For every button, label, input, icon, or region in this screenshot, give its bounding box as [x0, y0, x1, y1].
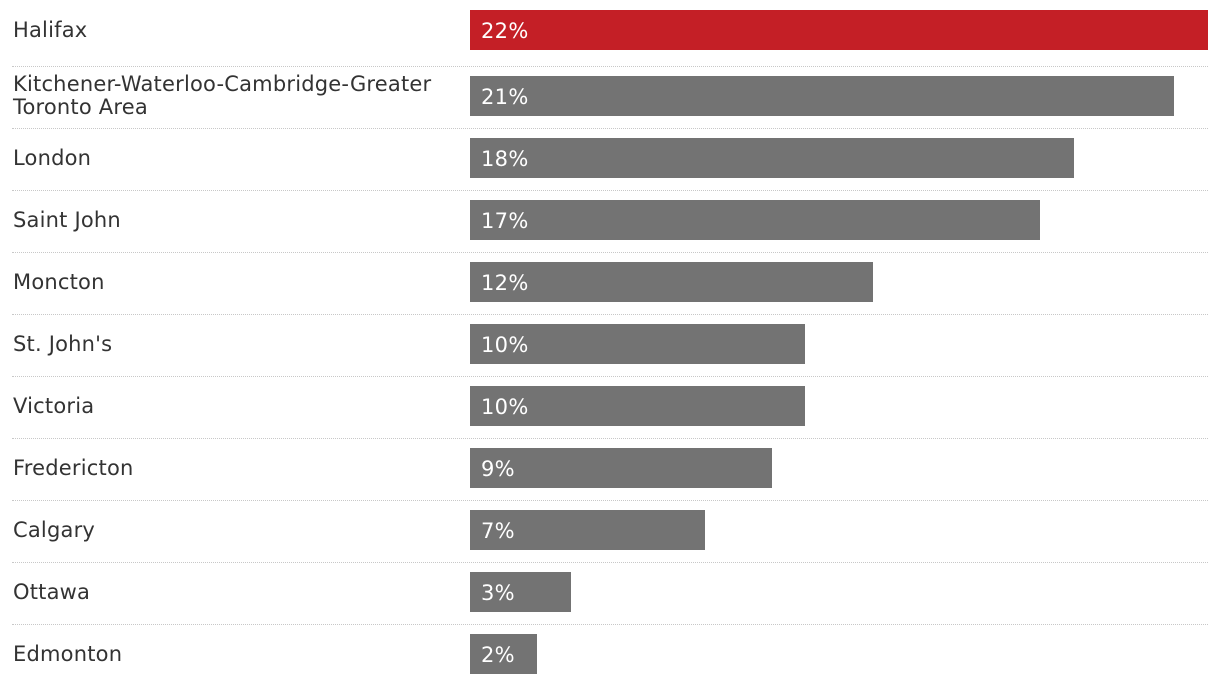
- bar-value-label: 10%: [481, 395, 529, 419]
- category-label: Fredericton: [13, 444, 463, 492]
- category-label-text: Moncton: [13, 269, 105, 294]
- category-label-text: Edmonton: [13, 641, 123, 666]
- category-label-text: London: [13, 145, 92, 170]
- bar-value-label: 12%: [481, 271, 529, 295]
- category-label: Halifax: [13, 6, 463, 54]
- row-divider: [12, 128, 1208, 129]
- bar: 10%: [470, 386, 805, 426]
- bar-value-label: 2%: [481, 643, 515, 667]
- category-label: St. John's: [13, 320, 463, 368]
- row-divider: [12, 314, 1208, 315]
- category-label: Saint John: [13, 196, 463, 244]
- row-divider: [12, 438, 1208, 439]
- category-label: Calgary: [13, 506, 463, 554]
- bar: 22%: [470, 10, 1208, 50]
- row-divider: [12, 252, 1208, 253]
- bar: 9%: [470, 448, 772, 488]
- bar: 21%: [470, 76, 1174, 116]
- category-label: Ottawa: [13, 568, 463, 616]
- bar-value-label: 21%: [481, 85, 529, 109]
- bar: 7%: [470, 510, 705, 550]
- category-label-text: Halifax: [13, 17, 88, 42]
- bar-value-label: 3%: [481, 581, 515, 605]
- row-divider: [12, 66, 1208, 67]
- bar: 3%: [470, 572, 571, 612]
- category-label: Edmonton: [13, 630, 463, 678]
- bar-value-label: 9%: [481, 457, 515, 481]
- bar-value-label: 10%: [481, 333, 529, 357]
- category-label-text: Fredericton: [13, 455, 134, 480]
- category-label-text: Calgary: [13, 517, 96, 542]
- bar: 18%: [470, 138, 1074, 178]
- category-label-text: St. John's: [13, 331, 113, 356]
- bar-value-label: 22%: [481, 19, 529, 43]
- bar: 12%: [470, 262, 873, 302]
- category-label: London: [13, 134, 463, 182]
- category-label-text: Kitchener-Waterloo-Cambridge-Greater Tor…: [13, 72, 432, 119]
- category-label: Kitchener-Waterloo-Cambridge-Greater Tor…: [13, 72, 463, 120]
- row-divider: [12, 190, 1208, 191]
- bar-value-label: 18%: [481, 147, 529, 171]
- category-label: Moncton: [13, 258, 463, 306]
- category-label-text: Saint John: [13, 207, 121, 232]
- category-label-text: Ottawa: [13, 579, 91, 604]
- row-divider: [12, 562, 1208, 563]
- category-label: Victoria: [13, 382, 463, 430]
- bar: 10%: [470, 324, 805, 364]
- bar-value-label: 17%: [481, 209, 529, 233]
- row-divider: [12, 500, 1208, 501]
- category-label-text: Victoria: [13, 393, 95, 418]
- bar-value-label: 7%: [481, 519, 515, 543]
- row-divider: [12, 624, 1208, 625]
- bar: 2%: [470, 634, 537, 674]
- row-divider: [12, 376, 1208, 377]
- bar: 17%: [470, 200, 1040, 240]
